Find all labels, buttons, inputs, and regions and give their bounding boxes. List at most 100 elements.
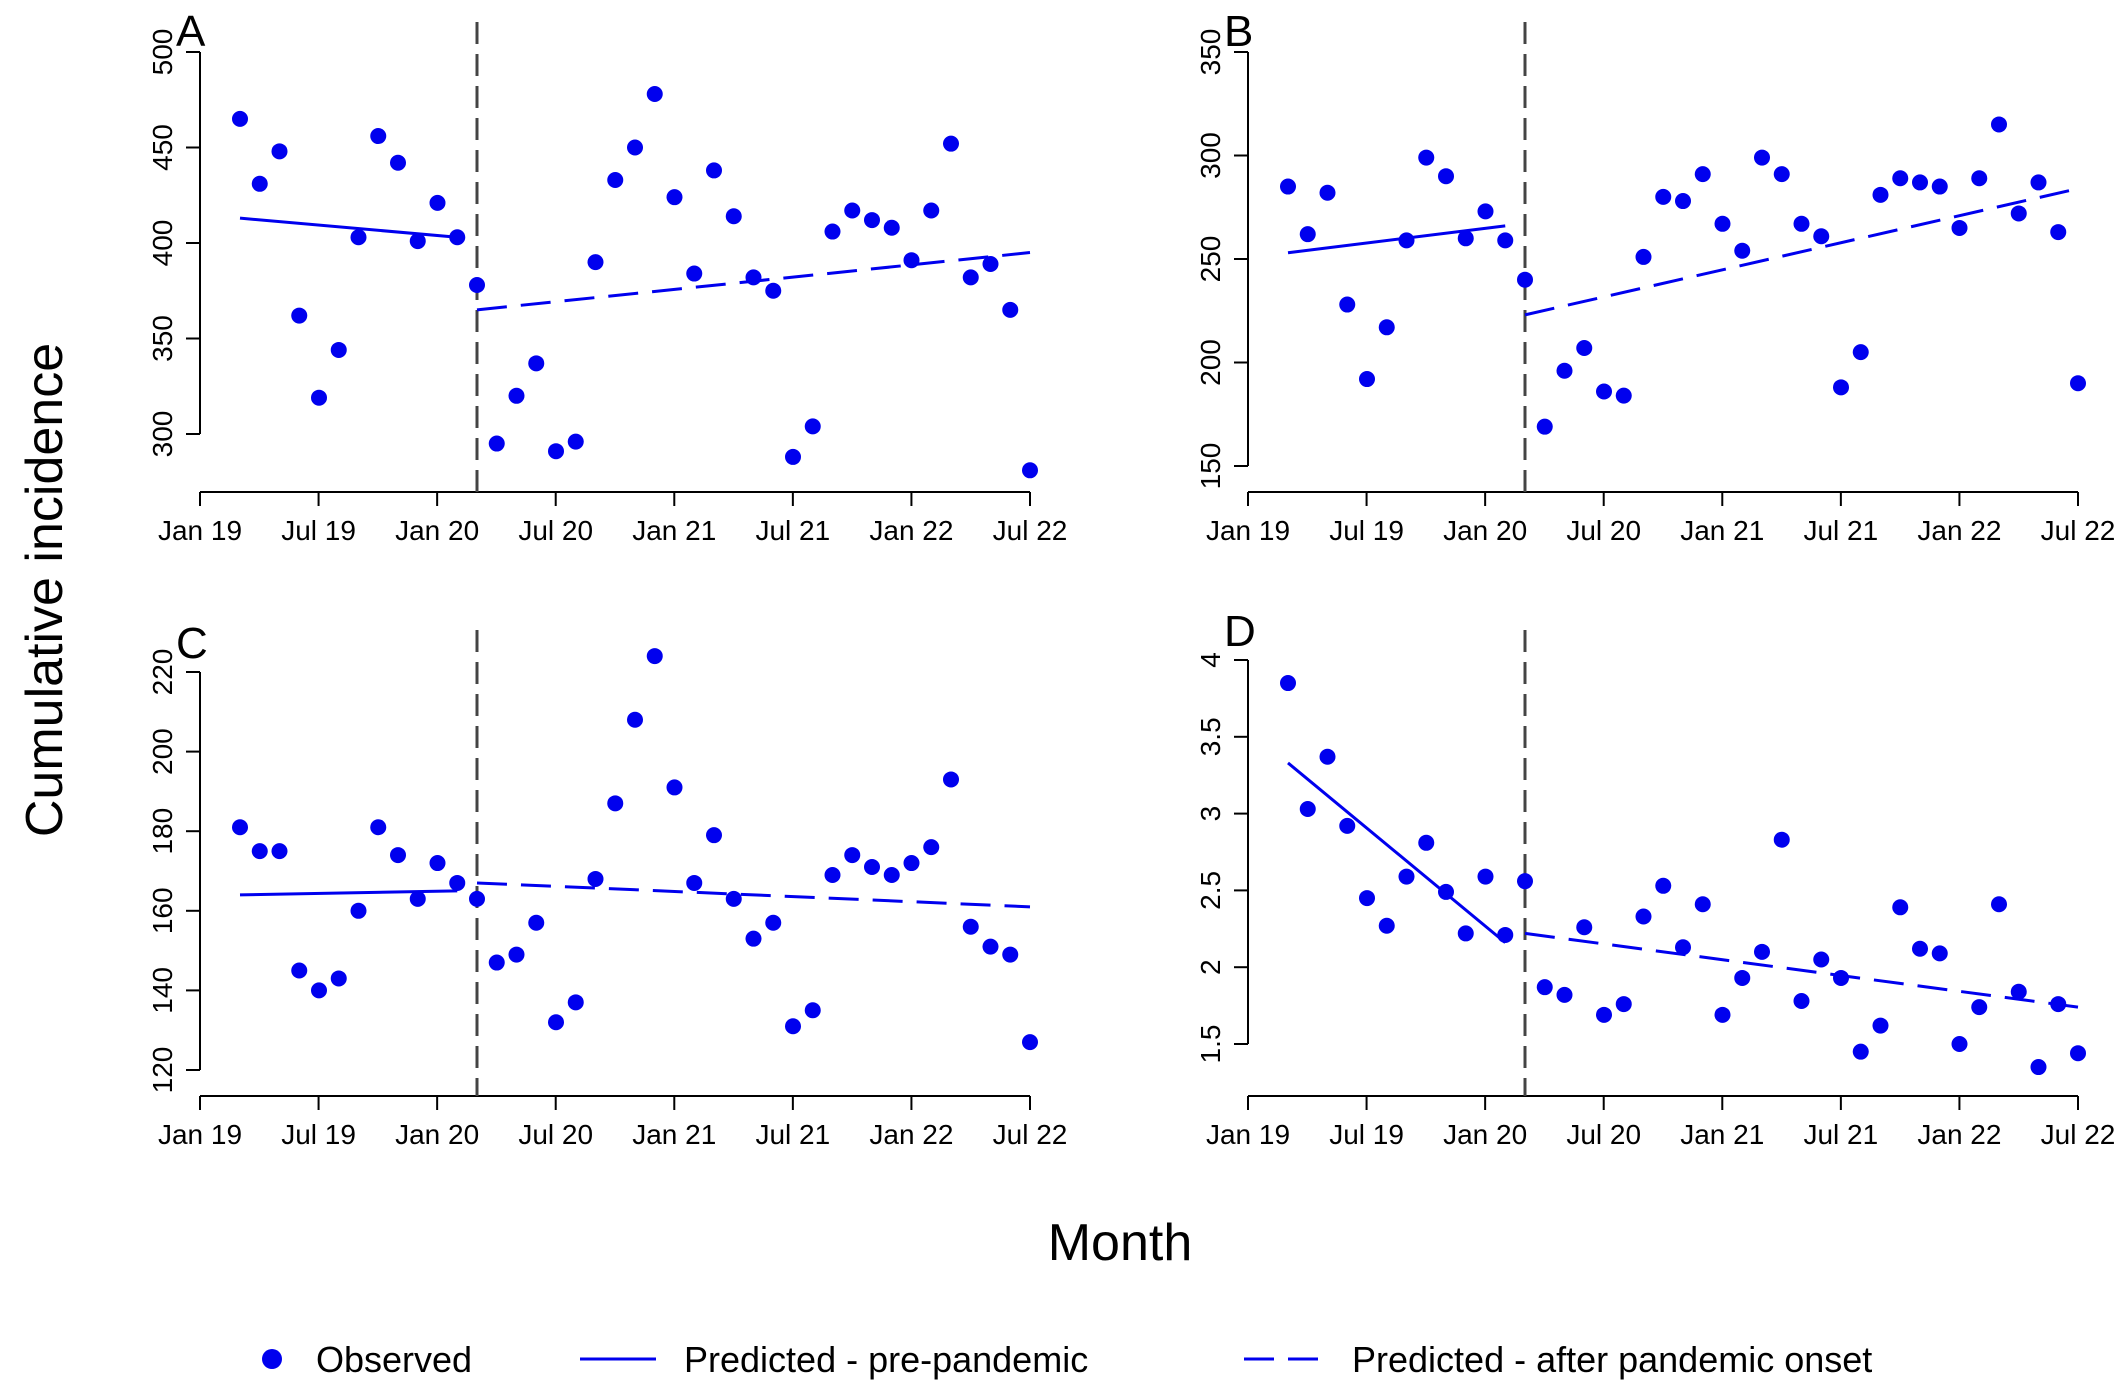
observed-point: [1457, 230, 1474, 247]
x-tick-label: Jan 19: [1206, 515, 1290, 546]
observed-point: [508, 387, 525, 404]
observed-point: [311, 389, 327, 406]
observed-point: [1912, 940, 1928, 957]
observed-point: [1457, 925, 1474, 942]
y-tick-label: 3.5: [1195, 717, 1226, 756]
observed-point: [1477, 203, 1494, 220]
observed-point: [1892, 170, 1909, 187]
panel-label: C: [176, 619, 208, 668]
observed-point: [1892, 899, 1909, 916]
observed-point: [1022, 462, 1038, 479]
x-tick-label: Jul 21: [1803, 1119, 1878, 1150]
observed-point: [330, 970, 347, 987]
x-tick-label: Jul 20: [518, 515, 593, 546]
observed-point: [1833, 969, 1849, 986]
x-tick-label: Jan 22: [869, 1119, 953, 1150]
observed-point: [627, 711, 643, 728]
predicted-pre-pandemic-line: [239, 216, 458, 239]
observed-point: [1002, 301, 1019, 318]
observed-point: [1793, 215, 1810, 232]
observed-point: [1497, 926, 1514, 943]
observed-point: [725, 890, 742, 907]
observed-point: [646, 648, 663, 665]
y-tick-label: 150: [1195, 443, 1226, 490]
observed-point: [1378, 319, 1395, 336]
observed-point: [864, 859, 880, 876]
observed-point: [1754, 149, 1770, 166]
observed-point: [725, 208, 742, 225]
x-tick-label: Jan 20: [395, 1119, 479, 1150]
y-tick-label: 4: [1195, 652, 1226, 668]
y-tick-label: 350: [147, 315, 178, 362]
observed-point: [2050, 224, 2067, 241]
observed-point: [1339, 296, 1356, 313]
observed-point: [1378, 917, 1395, 934]
observed-point: [1615, 387, 1632, 404]
observed-point: [686, 874, 703, 891]
x-tick-label: Jul 19: [1329, 515, 1404, 546]
observed-point: [271, 143, 288, 160]
observed-point: [1418, 834, 1435, 851]
observed-point: [1615, 996, 1632, 1013]
observed-point: [1655, 188, 1672, 205]
observed-point: [943, 135, 959, 152]
observed-point: [528, 914, 545, 931]
x-tick-label: Jan 21: [632, 515, 716, 546]
observed-point: [1813, 228, 1830, 245]
observed-point: [804, 418, 821, 435]
legend: Observed Predicted - pre-pandemic Predic…: [262, 1339, 1872, 1380]
observed-point: [449, 874, 466, 891]
observed-point: [1359, 890, 1375, 907]
x-tick-label: Jul 20: [518, 1119, 593, 1150]
x-tick-label: Jul 20: [1566, 515, 1641, 546]
y-tick-label: 350: [1195, 29, 1226, 76]
x-tick-label: Jul 20: [1566, 1119, 1641, 1150]
panels-group: A 300 350 400 450 500 Jan 19 Jul 19 Jan 20 Jul 20…: [147, 7, 2115, 1150]
observed-point: [923, 839, 940, 856]
x-tick-label: Jan 20: [1443, 515, 1527, 546]
observed-point: [232, 819, 248, 836]
observed-point: [1872, 1017, 1889, 1034]
observed-point: [488, 435, 505, 452]
x-tick-label: Jan 19: [1206, 1119, 1290, 1150]
observed-point: [350, 902, 367, 919]
y-tick-label: 450: [147, 124, 178, 171]
observed-point: [1576, 919, 1593, 936]
observed-point: [2070, 1045, 2086, 1062]
observed-point: [2030, 174, 2047, 191]
x-tick-label: Jan 21: [632, 1119, 716, 1150]
observed-point: [2030, 1059, 2047, 1076]
x-tick-label: Jul 21: [755, 1119, 830, 1150]
panel-label: A: [176, 7, 206, 56]
y-tick-label: 1.5: [1195, 1025, 1226, 1064]
observed-point: [469, 890, 485, 907]
observed-point: [844, 202, 861, 219]
observed-point: [883, 866, 900, 883]
observed-point: [1754, 943, 1770, 960]
observed-point: [1418, 149, 1435, 166]
observed-point: [982, 938, 999, 955]
x-tick-label: Jan 19: [158, 1119, 242, 1150]
observed-point: [1872, 186, 1889, 203]
observed-point: [1497, 232, 1514, 249]
observed-point: [765, 282, 782, 299]
panel-a: A 300 350 400 450 500 Jan 19 Jul 19 Jan 20 Jul 20…: [147, 7, 1067, 546]
observed-point: [1773, 166, 1790, 183]
y-axis-title: Cumulative incidence: [16, 343, 74, 837]
x-tick-label: Jul 21: [755, 515, 830, 546]
observed-point: [962, 269, 979, 286]
observed-point: [1852, 344, 1869, 361]
observed-point: [2010, 983, 2027, 1000]
x-tick-label: Jan 20: [395, 515, 479, 546]
y-tick-label: 2.5: [1195, 871, 1226, 910]
y-tick-label: 200: [147, 728, 178, 775]
observed-point: [1477, 868, 1494, 885]
observed-point: [1912, 174, 1928, 191]
observed-point: [1813, 951, 1830, 968]
y-tick-label: 400: [147, 220, 178, 267]
predicted-pre-pandemic-line: [1287, 224, 1506, 255]
observed-point: [291, 962, 308, 979]
x-tick-label: Jul 19: [1329, 1119, 1404, 1150]
x-tick-label: Jan 22: [869, 515, 953, 546]
y-tick-label: 120: [147, 1047, 178, 1094]
